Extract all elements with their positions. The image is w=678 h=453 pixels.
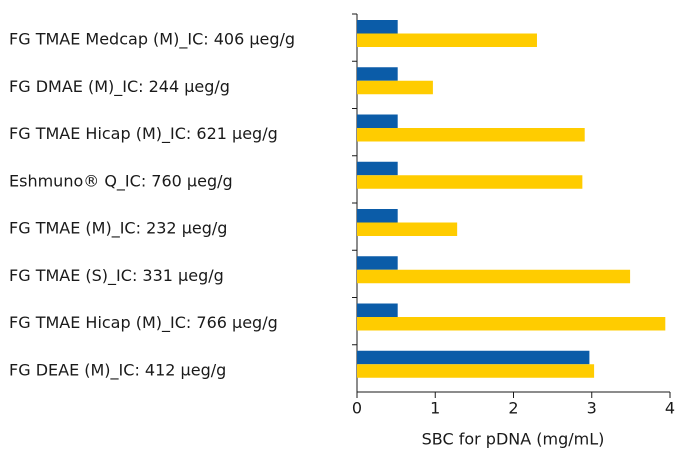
bar xyxy=(357,364,595,378)
bar xyxy=(357,317,666,331)
y-tick-label: FG DMAE (M)_IC: 244 µeg/g xyxy=(9,77,230,97)
y-tick-label: FG TMAE (S)_IC: 331 µeg/g xyxy=(9,266,224,286)
y-tick-label: FG TMAE Hicap (M)_IC: 766 µeg/g xyxy=(9,313,278,333)
bar xyxy=(357,33,537,47)
x-tick-label: 1 xyxy=(430,399,440,418)
bar xyxy=(357,209,398,223)
bar xyxy=(357,303,398,317)
bar xyxy=(357,269,631,284)
x-tick-label: 4 xyxy=(665,399,675,418)
y-tick-label: FG TMAE Hicap (M)_IC: 621 µeg/g xyxy=(9,124,278,144)
bar xyxy=(357,114,398,128)
x-tick-label: 3 xyxy=(587,399,597,418)
x-tick-label: 2 xyxy=(508,399,518,418)
bar xyxy=(357,67,398,81)
y-tick-label: FG TMAE (M)_IC: 232 µeg/g xyxy=(9,219,227,239)
bar xyxy=(357,128,585,142)
bar xyxy=(357,222,458,236)
bar xyxy=(357,256,398,270)
y-tick-label: Eshmuno® Q_IC: 760 µeg/g xyxy=(9,171,233,191)
bar xyxy=(357,350,590,365)
bar xyxy=(357,175,583,189)
y-tick-label: FG DEAE (M)_IC: 412 µeg/g xyxy=(9,360,226,380)
bar xyxy=(357,80,433,95)
x-tick-label: 0 xyxy=(352,399,362,418)
bar xyxy=(357,20,398,34)
x-axis-label: SBC for pDNA (mg/mL) xyxy=(422,430,605,449)
y-tick-label: FG TMAE Medcap (M)_IC: 406 µeg/g xyxy=(9,30,295,50)
bar xyxy=(357,161,398,176)
